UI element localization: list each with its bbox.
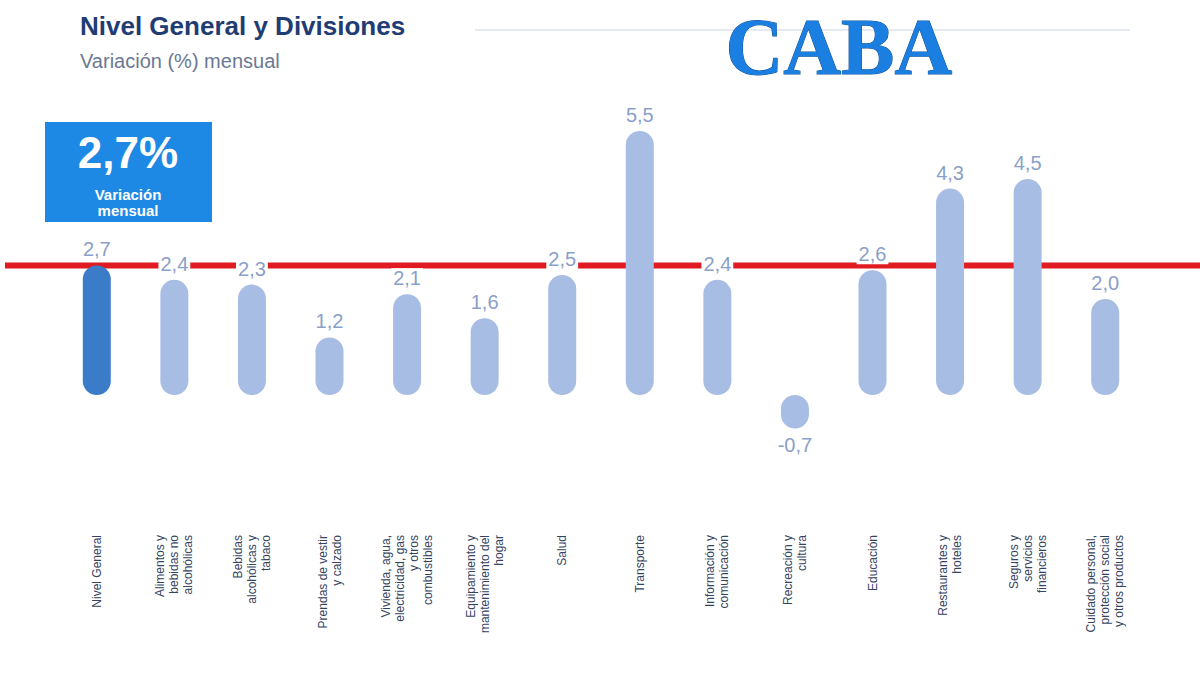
svg-text:y otros: y otros (407, 535, 421, 571)
svg-text:Prendas de vestir: Prendas de vestir (316, 535, 330, 628)
svg-text:financieros: financieros (1035, 535, 1049, 593)
svg-text:alcohólicas: alcohólicas (181, 535, 195, 594)
svg-text:2,5: 2,5 (548, 248, 576, 270)
svg-text:cultura: cultura (795, 535, 809, 571)
svg-text:2,4: 2,4 (160, 253, 188, 275)
svg-text:1,2: 1,2 (316, 310, 344, 332)
svg-text:Nivel General: Nivel General (90, 535, 104, 608)
svg-text:combustibles: combustibles (421, 535, 435, 605)
svg-text:Nivel General y Divisiones: Nivel General y Divisiones (80, 11, 405, 41)
svg-text:Bebidas: Bebidas (231, 535, 245, 578)
svg-text:protección social: protección social (1098, 535, 1112, 624)
svg-text:Transporte: Transporte (633, 535, 647, 593)
svg-text:y otros productos: y otros productos (1112, 535, 1126, 627)
svg-text:2,7%: 2,7% (78, 128, 178, 177)
svg-text:Restaurantes y: Restaurantes y (936, 535, 950, 616)
svg-text:-0,7: -0,7 (778, 434, 812, 456)
svg-text:hoteles: hoteles (950, 535, 964, 574)
svg-text:alcohólicas y: alcohólicas y (245, 535, 259, 604)
svg-text:bebidas no: bebidas no (167, 535, 181, 594)
svg-text:Seguros y: Seguros y (1007, 535, 1021, 589)
svg-text:servicios: servicios (1021, 535, 1035, 582)
svg-text:Cuidado personal,: Cuidado personal, (1084, 535, 1098, 632)
svg-text:comunicación: comunicación (717, 535, 731, 608)
svg-text:2,6: 2,6 (859, 243, 887, 265)
svg-text:5,5: 5,5 (626, 104, 654, 126)
svg-text:mensual: mensual (98, 202, 159, 219)
svg-text:CABA: CABA (726, 3, 953, 91)
svg-text:Variación: Variación (95, 186, 162, 203)
svg-text:Salud: Salud (555, 535, 569, 566)
svg-text:y calzado: y calzado (330, 535, 344, 586)
svg-text:Alimentos y: Alimentos y (153, 535, 167, 597)
svg-text:2,3: 2,3 (238, 258, 266, 280)
svg-text:electricidad, gas: electricidad, gas (393, 535, 407, 622)
svg-text:1,6: 1,6 (471, 291, 499, 313)
svg-text:mantenimiento del: mantenimiento del (478, 535, 492, 633)
svg-text:Variación (%) mensual: Variación (%) mensual (80, 50, 280, 72)
svg-text:Equipamiento y: Equipamiento y (464, 535, 478, 618)
svg-text:2,1: 2,1 (393, 267, 421, 289)
svg-text:2,0: 2,0 (1091, 272, 1119, 294)
svg-text:hogar: hogar (492, 535, 506, 566)
svg-text:2,4: 2,4 (703, 253, 731, 275)
svg-text:4,5: 4,5 (1014, 152, 1042, 174)
svg-text:Vivienda, agua,: Vivienda, agua, (379, 535, 393, 618)
svg-text:2,7: 2,7 (83, 238, 111, 260)
svg-text:tabaco: tabaco (259, 535, 273, 571)
svg-text:Recreación y: Recreación y (781, 535, 795, 605)
svg-text:Educación: Educación (866, 535, 880, 591)
svg-text:Información y: Información y (703, 535, 717, 607)
svg-text:4,3: 4,3 (936, 162, 964, 184)
